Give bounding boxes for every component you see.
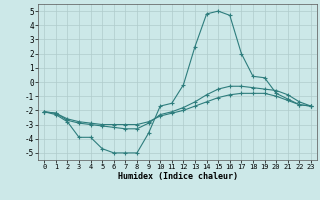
X-axis label: Humidex (Indice chaleur): Humidex (Indice chaleur) [118,172,238,181]
